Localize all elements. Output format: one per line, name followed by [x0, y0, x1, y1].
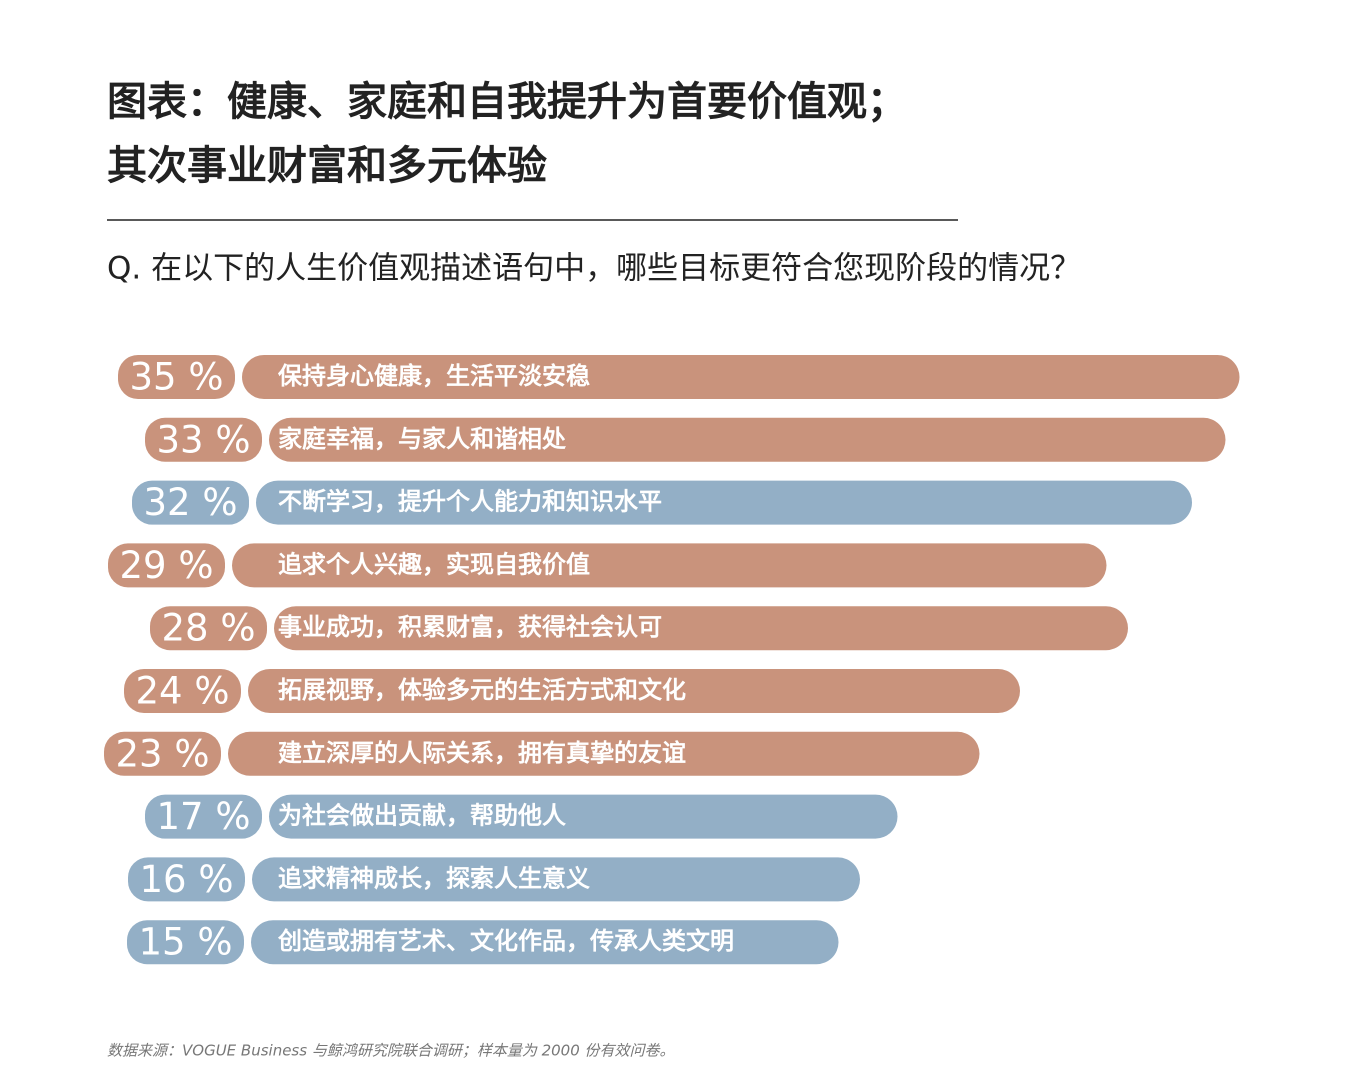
value-label: 17 %	[157, 795, 251, 838]
bar-label: 不断学习，提升个人能力和知识水平	[278, 488, 662, 516]
bar	[251, 920, 839, 965]
question: Q. 在以下的人生价值观描述语句中，哪些目标更符合您现阶段的情况？	[107, 251, 1081, 287]
bar	[248, 669, 1020, 713]
bar	[256, 480, 1192, 525]
bar	[269, 794, 898, 839]
value-label: 24 %	[136, 670, 230, 713]
bar-label: 追求精神成长，探索人生意义	[278, 864, 590, 892]
value-label: 28 %	[162, 607, 256, 650]
value-label: 23 %	[116, 732, 210, 775]
value-label: 33 %	[157, 418, 251, 461]
bar-label: 追求个人兴趣，实现自我价值	[278, 550, 590, 578]
bar	[252, 857, 860, 902]
bar-label: 保持身心健康，生活平淡安稳	[277, 362, 590, 390]
value-pill	[145, 794, 262, 839]
value-label: 16 %	[140, 858, 234, 901]
value-pill	[145, 417, 262, 462]
value-pill	[124, 669, 241, 713]
bar	[242, 355, 1240, 399]
bar	[228, 731, 980, 776]
value-pill	[108, 543, 225, 588]
bar	[274, 606, 1128, 651]
value-label: 35 %	[130, 356, 224, 399]
value-pill	[127, 920, 244, 965]
value-label: 15 %	[139, 921, 233, 964]
bar-label: 为社会做出贡献，帮助他人	[278, 802, 566, 830]
chart-title: 其次事业财富和多元体验	[107, 143, 547, 189]
value-label: 32 %	[144, 481, 238, 524]
bar	[232, 543, 1107, 588]
value-pill	[128, 857, 245, 902]
bar-label: 创造或拥有艺术、文化作品，传承人类文明	[277, 927, 734, 955]
value-label: 29 %	[120, 544, 214, 587]
bar-label: 建立深厚的人际关系，拥有真挚的友谊	[278, 739, 686, 767]
bar-label: 家庭幸福，与家人和谐相处	[278, 425, 566, 453]
value-pill	[132, 480, 249, 525]
chart-title: 图表：健康、家庭和自我提升为首要价值观；	[107, 79, 907, 125]
value-pill	[150, 606, 267, 651]
value-pill	[118, 355, 235, 399]
bar-label: 拓展视野，体验多元的生活方式和文化	[278, 676, 686, 704]
value-pill	[104, 731, 221, 776]
bar-label: 事业成功，积累财富，获得社会认可	[278, 613, 662, 641]
bar	[269, 417, 1226, 462]
source-note: 数据来源：VOGUE Business 与鲸鸿研究院联合调研；样本量为 2000…	[107, 1042, 675, 1060]
